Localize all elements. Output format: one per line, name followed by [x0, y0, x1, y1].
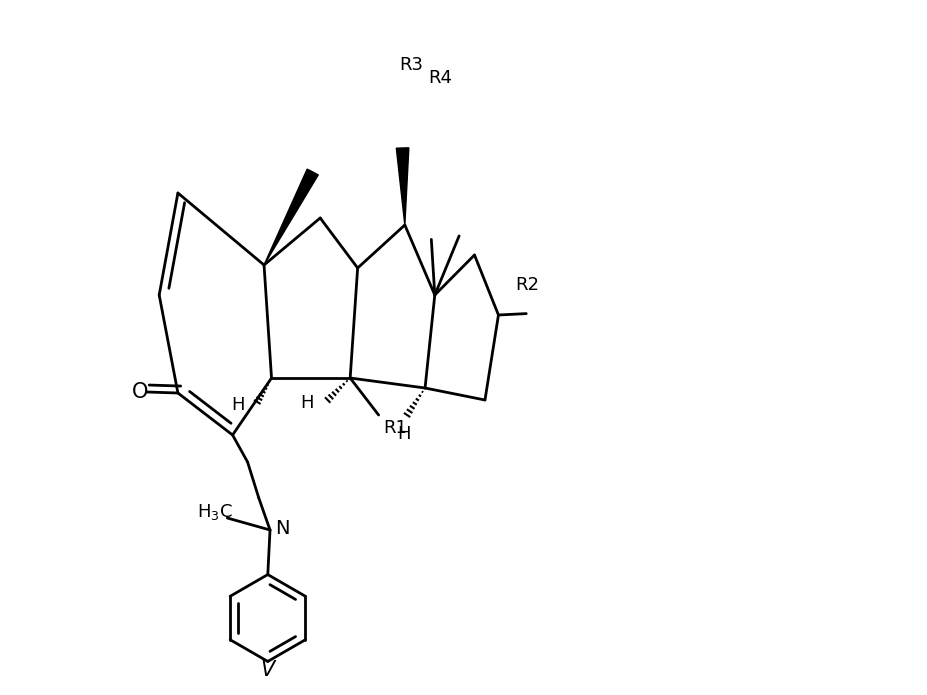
Text: H$_3$C: H$_3$C [197, 502, 233, 522]
Text: H: H [299, 395, 313, 412]
Text: H: H [231, 396, 245, 414]
Text: V: V [260, 660, 274, 680]
Polygon shape [396, 148, 409, 225]
Text: R4: R4 [427, 69, 451, 87]
Text: N: N [274, 518, 289, 537]
Text: O: O [133, 382, 148, 402]
Text: R2: R2 [514, 276, 539, 294]
Text: H: H [397, 425, 410, 443]
Text: R1: R1 [383, 420, 407, 437]
Polygon shape [264, 169, 318, 265]
Text: R3: R3 [399, 56, 423, 74]
